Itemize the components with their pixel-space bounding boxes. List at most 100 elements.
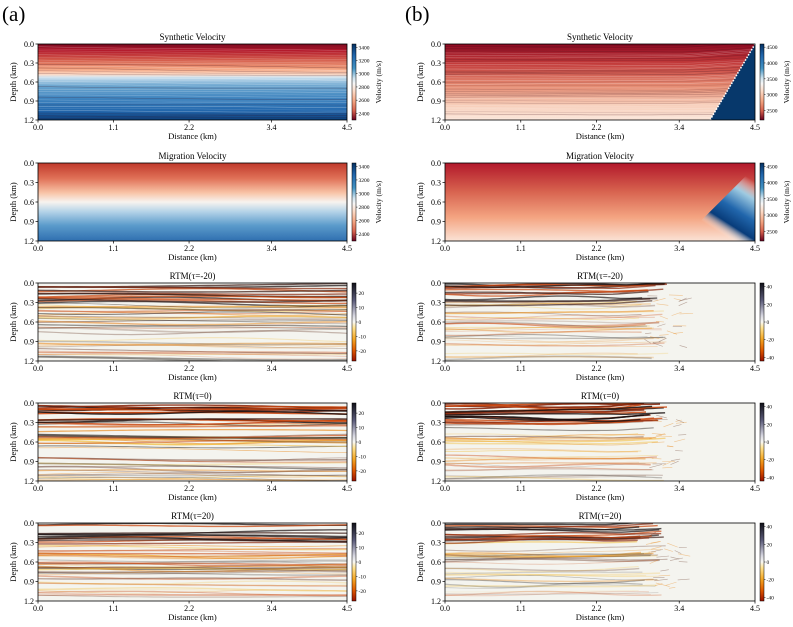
x-tick-label: 1.1 <box>109 244 119 253</box>
x-tick-label: 0.0 <box>440 244 450 253</box>
x-axis-label: Distance (km) <box>168 372 217 382</box>
y-tick-label: 0.6 <box>24 198 34 207</box>
reflector-trace <box>38 544 347 548</box>
panel-title: RTM(τ=-20) <box>577 271 623 281</box>
reflector-trace <box>38 327 347 334</box>
colorbar-tick-label: 3000 <box>767 213 778 219</box>
panel-b-rtm-p20: RTM(τ=20) Distance (km) Depth (km) 0.0 1.1 2.… <box>415 511 774 622</box>
reflector-trace <box>38 537 347 542</box>
velocity-layer <box>445 81 755 85</box>
velocity-layer <box>445 83 755 87</box>
colorbar <box>351 162 357 242</box>
y-tick-label: 0.0 <box>431 519 441 528</box>
reflector-trace <box>38 300 347 307</box>
y-tick-label: 1.2 <box>24 477 34 486</box>
velocity-layer <box>38 108 347 111</box>
y-tick-label: 0.3 <box>24 419 34 428</box>
colorbar-tick-label: 10 <box>359 306 365 312</box>
reflector-trace <box>38 344 347 349</box>
reflector-trace <box>38 592 347 597</box>
reflector-trace <box>38 553 347 559</box>
colorbar <box>759 402 765 482</box>
reflector-trace <box>38 306 347 311</box>
velocity-layer <box>445 95 755 98</box>
velocity-layer <box>445 85 755 89</box>
panel-b-rtm-m20: RTM(τ=-20) Distance (km) Depth (km) 0.0 1.1 2… <box>415 271 774 382</box>
velocity-layer <box>445 75 755 80</box>
x-axis-label: Distance (km) <box>168 612 217 622</box>
velocity-layer <box>38 117 347 119</box>
velocity-layer <box>445 44 755 51</box>
y-tick-label: 0.6 <box>24 438 34 447</box>
reflector-trace <box>38 306 347 312</box>
x-tick-label: 1.1 <box>109 364 119 373</box>
y-tick-label: 1.2 <box>24 116 34 125</box>
velocity-layer <box>445 62 755 68</box>
reflector-trace <box>38 572 347 576</box>
x-tick-label: 1.1 <box>516 484 526 493</box>
colorbar-tick-label: 4000 <box>767 61 778 67</box>
colorbar-tick-label: 40 <box>767 285 773 291</box>
colorbar-tick-label: 2500 <box>767 229 778 235</box>
panel-b-synthetic: Synthetic Velocity Distance (km) Depth (km… <box>415 32 791 141</box>
velocity-layer <box>38 81 347 86</box>
velocity-layer <box>445 93 755 97</box>
y-tick-label: 1.2 <box>431 597 441 606</box>
y-tick-label: 0.9 <box>431 458 441 467</box>
x-tick-label: 3.4 <box>674 484 684 493</box>
x-tick-label: 4.5 <box>342 604 352 613</box>
x-axis-label: Distance (km) <box>576 131 625 141</box>
colorbar-tick-label: 2500 <box>767 109 778 115</box>
velocity-layer <box>445 73 755 78</box>
y-tick-label: 0.0 <box>431 399 441 408</box>
colorbar-tick-label: 3000 <box>767 93 778 99</box>
panel-title: RTM(τ=20) <box>171 511 214 521</box>
y-tick-label: 0.3 <box>24 179 34 188</box>
velocity-layer <box>445 111 755 114</box>
colorbar-tick-label: 40 <box>767 405 773 411</box>
x-axis-label: Distance (km) <box>168 252 217 262</box>
reflector-trace <box>38 469 347 472</box>
y-axis-label: Depth (km) <box>415 182 425 222</box>
x-axis-label: Distance (km) <box>576 252 625 262</box>
reflector-trace <box>38 326 347 330</box>
x-tick-label: 1.1 <box>516 244 526 253</box>
x-tick-label: 1.1 <box>516 364 526 373</box>
y-tick-label: 0.9 <box>24 218 34 227</box>
velocity-layer <box>38 62 347 66</box>
x-axis-label: Distance (km) <box>576 612 625 622</box>
reflector-trace <box>38 478 341 481</box>
colorbar-tick-label: 0 <box>767 320 770 326</box>
y-tick-label: 0.0 <box>24 399 34 408</box>
colorbar-tick-label: 0 <box>359 320 362 326</box>
colorbar-tick-label: 3400 <box>359 164 370 170</box>
colorbar-tick-label: 2600 <box>359 98 370 104</box>
y-tick-label: 0.6 <box>24 78 34 87</box>
x-tick-label: 0.0 <box>440 364 450 373</box>
panel-a-rtm-m20: RTM(τ=-20) Distance (km) Depth (km) 0.0 1.1 2… <box>8 271 366 382</box>
y-tick-label: 0.6 <box>431 78 441 87</box>
reflector-trace <box>38 286 347 290</box>
colorbar-tick-label: 0 <box>767 560 770 566</box>
velocity-layer <box>445 90 755 95</box>
reflector-trace <box>38 355 347 361</box>
reflector-trace <box>38 320 347 326</box>
velocity-layer <box>445 78 755 83</box>
colorbar-tick-label: 3500 <box>767 197 778 203</box>
panel-grid: Synthetic Velocity Distance (km) Depth (km… <box>8 32 791 622</box>
velocity-layer <box>445 113 755 116</box>
velocity-layer <box>445 52 755 59</box>
reflector-trace <box>38 356 249 361</box>
velocity-layer <box>38 83 347 87</box>
colorbar-tick-label: -20 <box>359 589 367 595</box>
panel-title: RTM(τ=-20) <box>170 271 216 281</box>
colorbar-tick-label: 20 <box>359 291 365 297</box>
velocity-layer <box>445 105 755 108</box>
colorbar-label: Velocity (m/s) <box>374 60 383 103</box>
reflector-trace <box>38 326 347 329</box>
velocity-layer <box>38 79 347 84</box>
reflector-trace <box>38 580 347 586</box>
reflector-trace <box>38 311 347 317</box>
colorbar-tick-label: 2800 <box>359 85 370 91</box>
velocity-layer <box>445 87 755 91</box>
